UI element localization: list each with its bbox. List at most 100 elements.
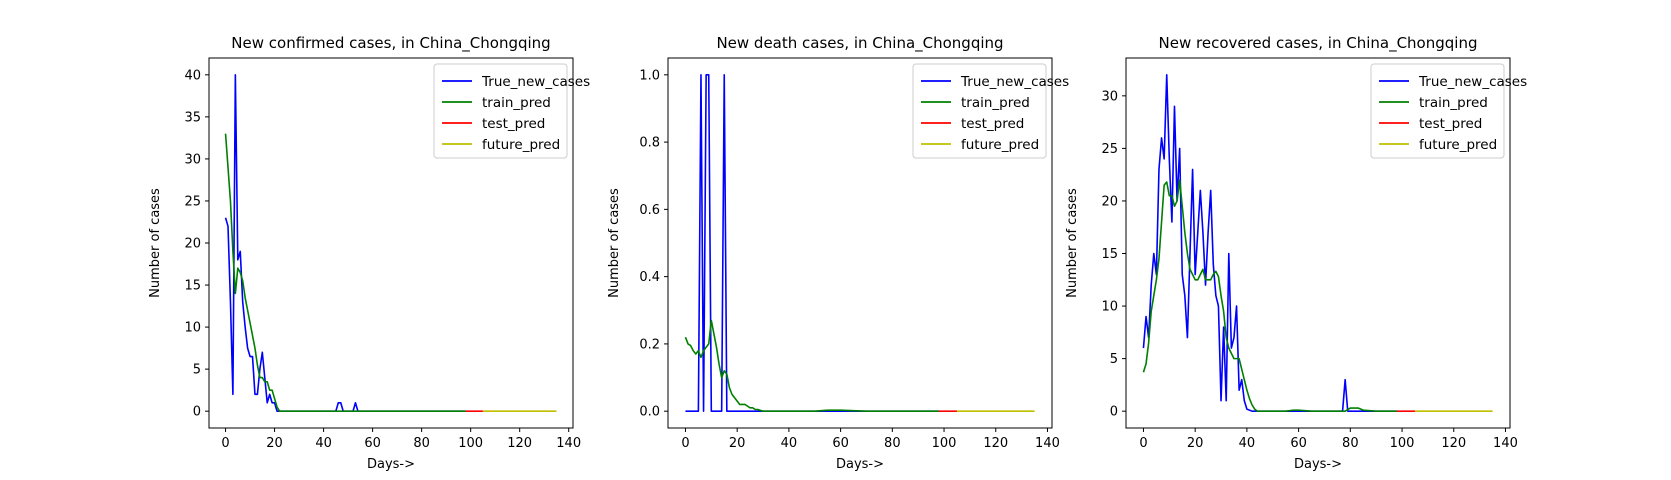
y-tick-label: 25 <box>184 194 201 209</box>
subplot-deaths: New death cases, in China_Chongqing Days… <box>607 34 1069 472</box>
x-tick-label: 140 <box>1493 436 1518 451</box>
legend-label: future_pred <box>1419 137 1497 153</box>
x-tick-label: 120 <box>507 436 532 451</box>
x-tick-label: 0 <box>221 436 229 451</box>
y-tick-label: 0.0 <box>639 405 660 420</box>
y-tick-label: 10 <box>1101 300 1118 315</box>
subplot-recovered: New recovered cases, in China_Chongqing … <box>1065 34 1527 472</box>
y-tick-label: 35 <box>184 110 201 125</box>
legend-entry: True_new_cases <box>921 74 1069 90</box>
legend-entry: test_pred <box>1379 116 1482 132</box>
legend-label: train_pred <box>961 95 1030 111</box>
legend-label: future_pred <box>482 137 560 153</box>
x-axis-label: Days-> <box>367 457 415 472</box>
legend-label: test_pred <box>961 116 1024 132</box>
y-tick-label: 40 <box>184 68 201 83</box>
legend-label: future_pred <box>961 137 1039 153</box>
x-tick-label: 100 <box>458 436 483 451</box>
series-lines <box>1142 74 1493 412</box>
legend-entry: future_pred <box>1379 137 1497 153</box>
x-tick-label: 40 <box>781 436 798 451</box>
y-tick-label: 1.0 <box>639 68 660 83</box>
x-tick-label: 0 <box>681 436 689 451</box>
legend-entry: True_new_cases <box>442 74 590 90</box>
x-tick-label: 120 <box>983 436 1008 451</box>
y-tick-label: 20 <box>184 237 201 252</box>
legend-box <box>433 63 568 159</box>
x-tick-label: 140 <box>1035 436 1060 451</box>
y-tick-label: 20 <box>1101 194 1118 209</box>
y-tick-label: 5 <box>1110 352 1118 367</box>
legend-label: test_pred <box>1419 116 1482 132</box>
x-tick-label: 100 <box>1390 436 1415 451</box>
legend-entry: train_pred <box>921 95 1030 111</box>
x-axis-label: Days-> <box>836 457 884 472</box>
y-tick-label: 30 <box>1101 89 1118 104</box>
subplot-confirmed: New confirmed cases, in China_Chongqing … <box>148 34 590 472</box>
y-axis-label: Number of cases <box>148 188 163 298</box>
series-line-train-pred <box>224 133 466 412</box>
y-tick-label: 0.2 <box>639 337 660 352</box>
legend-entry: train_pred <box>442 95 551 111</box>
x-tick-label: 120 <box>1441 436 1466 451</box>
legend-entry: test_pred <box>442 116 545 132</box>
y-tick-label: 15 <box>184 279 201 294</box>
series-lines <box>224 74 557 412</box>
x-tick-label: 0 <box>1139 436 1147 451</box>
legend-box <box>912 63 1047 159</box>
chart-marks: 0 20 40 60 80 100 120 140 0.0 0.2 0.4 0.6 0.8 1.0 <box>639 57 1060 451</box>
legend-label: train_pred <box>1419 95 1488 111</box>
y-tick-label: 0.4 <box>639 270 660 285</box>
legend: True_new_cases train_pred test_pred futu… <box>1370 63 1527 159</box>
legend-label: True_new_cases <box>481 74 590 90</box>
legend-label: True_new_cases <box>1418 74 1527 90</box>
legend-entry: True_new_cases <box>1379 74 1527 90</box>
subplot-title: New confirmed cases, in China_Chongqing <box>231 34 550 53</box>
x-tick-label: 80 <box>413 436 430 451</box>
y-tick-label: 5 <box>193 363 201 378</box>
legend: True_new_cases train_pred test_pred futu… <box>912 63 1069 159</box>
x-tick-label: 140 <box>556 436 581 451</box>
legend-entry: future_pred <box>442 137 560 153</box>
axes-frame <box>1125 57 1511 429</box>
x-tick-label: 40 <box>315 436 332 451</box>
y-tick-label: 0 <box>1110 405 1118 420</box>
x-tick-label: 60 <box>364 436 381 451</box>
legend-entry: train_pred <box>1379 95 1488 111</box>
legend-label: True_new_cases <box>960 74 1069 90</box>
y-tick-label: 10 <box>184 321 201 336</box>
y-tick-label: 0.8 <box>639 136 660 151</box>
x-tick-label: 60 <box>1290 436 1307 451</box>
chart-marks: 0 20 40 60 80 100 120 140 0 5 10 15 20 25 30 35 40 <box>184 57 581 451</box>
y-axis-label: Number of cases <box>607 188 622 298</box>
chart-marks: 0 20 40 60 80 100 120 140 0 5 10 15 20 25 30 <box>1101 57 1518 451</box>
series-line-true-new-cases <box>224 74 466 412</box>
legend-entry: future_pred <box>921 137 1039 153</box>
y-tick-label: 15 <box>1101 247 1118 262</box>
x-tick-label: 20 <box>729 436 746 451</box>
x-axis-label: Days-> <box>1294 457 1342 472</box>
x-tick-label: 60 <box>832 436 849 451</box>
axes-frame <box>667 57 1053 429</box>
y-tick-label: 30 <box>184 152 201 167</box>
legend: True_new_cases train_pred test_pred futu… <box>433 63 590 159</box>
subplot-title: New recovered cases, in China_Chongqing <box>1159 34 1478 53</box>
x-tick-label: 80 <box>884 436 901 451</box>
x-tick-label: 80 <box>1342 436 1359 451</box>
x-tick-label: 20 <box>1187 436 1204 451</box>
legend-box <box>1370 63 1505 159</box>
legend-label: train_pred <box>482 95 551 111</box>
y-axis-label: Number of cases <box>1065 188 1080 298</box>
series-line-train-pred <box>684 319 939 412</box>
y-tick-label: 0.6 <box>639 203 660 218</box>
legend-entry: test_pred <box>921 116 1024 132</box>
x-tick-label: 40 <box>1239 436 1256 451</box>
series-lines <box>684 74 1035 412</box>
series-line-train-pred <box>1142 179 1397 412</box>
legend-label: test_pred <box>482 116 545 132</box>
subplot-title: New death cases, in China_Chongqing <box>716 34 1003 53</box>
y-tick-label: 0 <box>193 405 201 420</box>
y-tick-label: 25 <box>1101 142 1118 157</box>
x-tick-label: 100 <box>932 436 957 451</box>
